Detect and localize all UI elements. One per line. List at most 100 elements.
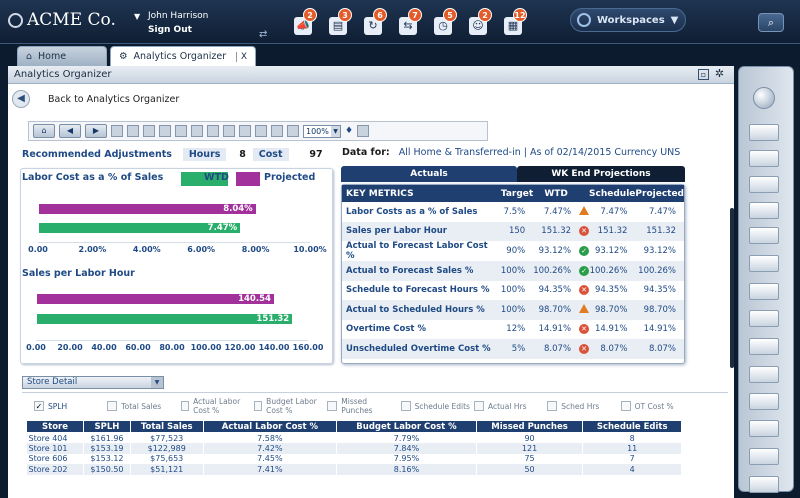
- back-link[interactable]: Back to Analytics Organizer: [48, 94, 180, 105]
- side-panel-button[interactable]: [749, 476, 779, 493]
- tab-wk-end-projections[interactable]: WK End Projections: [517, 166, 685, 182]
- clipboard-button[interactable]: ▤ 3: [323, 8, 353, 38]
- hours-value: 8: [239, 149, 246, 160]
- search-button[interactable]: ⌕: [758, 13, 784, 32]
- nav-back-button[interactable]: ◀: [59, 124, 81, 138]
- home-icon: ⌂: [26, 51, 33, 62]
- save-icon[interactable]: [127, 125, 139, 137]
- page-icon[interactable]: [191, 125, 203, 137]
- notification-badge: 6: [373, 8, 387, 22]
- notification-badge: 2: [478, 8, 492, 22]
- side-panel-button[interactable]: [749, 150, 779, 167]
- side-panel-button[interactable]: [749, 338, 779, 355]
- back-button[interactable]: ◀: [12, 90, 30, 108]
- km-row: Sales per Labor Hour 150 151.32 ✕ 151.32 151.…: [342, 221, 684, 241]
- tab-actuals[interactable]: Actuals: [341, 166, 517, 182]
- km-value: 100%: [500, 285, 526, 296]
- edit-icon[interactable]: [159, 125, 171, 137]
- side-panel-button[interactable]: [749, 202, 779, 219]
- store-cell: 8.16%: [336, 464, 477, 475]
- store-detail-select[interactable]: Store Detail ▼: [22, 376, 164, 389]
- store-cell: $153.19: [83, 443, 131, 454]
- checkbox-actual-hrs[interactable]: Actual Hrs: [473, 400, 547, 412]
- clock-button[interactable]: ◷ 5: [428, 8, 458, 38]
- checkbox-box[interactable]: [547, 401, 558, 411]
- km-status-cell: ✕: [579, 281, 590, 301]
- tab-analytics-organizer[interactable]: ⚙ Analytics Organizer X: [110, 46, 256, 66]
- link-icon[interactable]: [223, 125, 235, 137]
- checkbox-box[interactable]: [620, 401, 631, 411]
- users-button[interactable]: ☺ 2: [463, 8, 493, 38]
- calendar-button[interactable]: ▦ 12: [498, 8, 528, 38]
- chart-icon[interactable]: [357, 125, 370, 137]
- legend-projected-swatch: [236, 172, 260, 186]
- checkbox-box[interactable]: [327, 401, 338, 411]
- checkbox-missed-punches[interactable]: Missed Punches: [327, 397, 400, 415]
- paste-icon[interactable]: [271, 125, 283, 137]
- checkbox-box[interactable]: [107, 401, 118, 411]
- side-panel-button[interactable]: [749, 420, 779, 437]
- side-panel-button[interactable]: [749, 366, 779, 383]
- chart1-title: Labor Cost as a % of Sales: [22, 172, 164, 183]
- document-icon[interactable]: [175, 125, 187, 137]
- checkbox-box[interactable]: [473, 401, 484, 411]
- km-header-status: [579, 185, 590, 202]
- table-row[interactable]: Store 606 $153.12 $75,653 7.45% 7.95% 75 7: [26, 453, 682, 464]
- diamond-icon[interactable]: ♦: [345, 126, 354, 136]
- side-panel-button[interactable]: [749, 255, 779, 272]
- user-menu[interactable]: ▼ John Harrison Sign Out: [134, 9, 208, 37]
- checkbox-actual-labor-cost[interactable]: Actual Labor Cost %: [180, 397, 254, 415]
- side-panel-button[interactable]: [749, 393, 779, 410]
- tab-home[interactable]: ⌂ Home: [17, 46, 107, 66]
- globe-icon[interactable]: [753, 87, 775, 109]
- workspaces-button[interactable]: Workspaces ▼: [570, 8, 686, 32]
- grid-icon[interactable]: [287, 125, 299, 137]
- data-for-value[interactable]: All Home & Transferred-in | As of 02/14/…: [398, 147, 681, 158]
- checkbox-splh[interactable]: ✓ SPLH: [34, 400, 107, 412]
- export-icon[interactable]: [111, 125, 123, 137]
- km-value: 100.26%: [635, 261, 684, 281]
- settings-icon[interactable]: ✲: [714, 67, 725, 80]
- scrollbar[interactable]: [730, 208, 734, 368]
- km-header-metric: KEY METRICS: [342, 185, 501, 202]
- checkbox-box[interactable]: [400, 401, 411, 411]
- refresh-button[interactable]: ↻ 6: [358, 8, 388, 38]
- checkbox-box[interactable]: [253, 401, 263, 411]
- tab-analytics-label: Analytics Organizer: [133, 51, 227, 62]
- checkbox-budget-labor-cost[interactable]: Budget Labor Cost %: [253, 397, 327, 415]
- pdf-icon[interactable]: [207, 125, 219, 137]
- nav-forward-button[interactable]: ▶: [85, 124, 107, 138]
- km-metric-name: Schedule to Forecast Hours %: [346, 285, 490, 296]
- checkbox-box[interactable]: [180, 401, 190, 411]
- checkbox-ot-cost[interactable]: OT Cost %: [620, 400, 694, 412]
- home-toolbar-button[interactable]: ⌂: [33, 124, 55, 138]
- checkbox-sched-hrs[interactable]: Sched Hrs: [547, 400, 620, 412]
- sync-icon[interactable]: ⇄: [259, 29, 268, 40]
- checkbox-label: Actual Labor Cost %: [193, 397, 241, 415]
- zoom-select[interactable]: 100% ▼: [303, 124, 341, 138]
- checkbox-schedule-edits[interactable]: Schedule Edits: [400, 400, 474, 412]
- side-panel-button[interactable]: [749, 310, 779, 327]
- side-panel-button[interactable]: [749, 448, 779, 465]
- checkbox-box[interactable]: ✓: [34, 401, 44, 411]
- store-cell: Store 606: [26, 453, 85, 464]
- side-panel-button[interactable]: [749, 283, 779, 300]
- table-row[interactable]: Store 404 $161.96 $77,523 7.58% 7.79% 90 8: [26, 432, 682, 443]
- copy-icon[interactable]: [255, 125, 267, 137]
- table-row[interactable]: Store 101 $153.19 $122,989 7.42% 7.84% 121 11: [26, 443, 682, 454]
- side-panel-button[interactable]: [749, 124, 779, 141]
- megaphone-button[interactable]: 📣 2: [288, 8, 318, 38]
- km-value: 7.47%: [544, 206, 572, 217]
- status-warn-icon: [579, 303, 590, 313]
- checkbox-total-sales[interactable]: Total Sales: [107, 400, 180, 412]
- window-icon[interactable]: ▫: [698, 69, 709, 80]
- close-tab-button[interactable]: X: [235, 51, 247, 62]
- sign-out-link[interactable]: Sign Out: [148, 25, 192, 35]
- side-panel-button[interactable]: [749, 227, 779, 244]
- swap-button[interactable]: ⇆ 7: [393, 8, 423, 38]
- side-panel-button[interactable]: [749, 176, 779, 193]
- report-icon[interactable]: [143, 125, 155, 137]
- print-icon[interactable]: [239, 125, 251, 137]
- caret-down-icon[interactable]: ▼: [134, 12, 141, 21]
- table-row[interactable]: Store 202 $150.50 $51,121 7.41% 8.16% 50 4: [26, 464, 682, 475]
